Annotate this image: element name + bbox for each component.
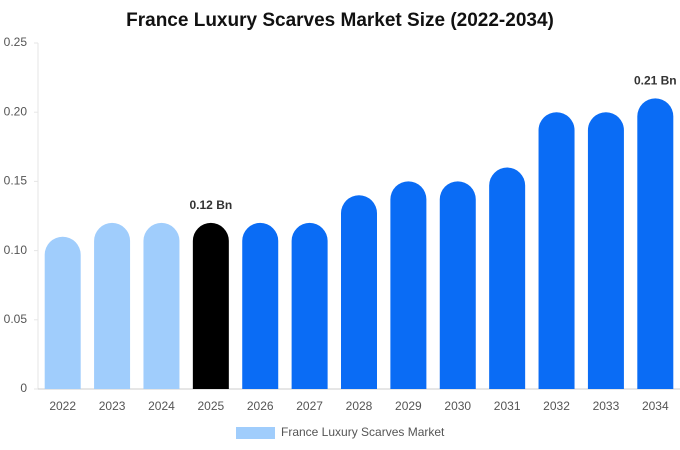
x-tick-label: 2023 [99, 399, 126, 413]
bar [587, 112, 624, 389]
x-tick-label: 2033 [593, 399, 620, 413]
x-tick-label: 2024 [148, 399, 175, 413]
chart-title: France Luxury Scarves Market Size (2022-… [126, 10, 554, 31]
bar [242, 222, 279, 389]
y-tick-label: 0 [20, 381, 27, 395]
y-tick-label: 0.25 [4, 35, 28, 49]
bar [143, 222, 180, 389]
x-tick-label: 2034 [642, 399, 669, 413]
x-tick-label: 2032 [543, 399, 570, 413]
y-tick-label: 0.15 [4, 174, 28, 188]
x-tick-label: 2031 [494, 399, 521, 413]
x-tick-label: 2025 [197, 399, 224, 413]
y-tick-label: 0.20 [4, 104, 28, 118]
bar [94, 222, 131, 389]
bar [637, 98, 674, 390]
legend-label: France Luxury Scarves Market [281, 425, 445, 439]
bar [192, 222, 229, 389]
x-tick-label: 2027 [296, 399, 323, 413]
bar [390, 181, 427, 389]
bar [538, 112, 575, 389]
y-tick-label: 0.05 [4, 312, 28, 326]
x-tick-label: 2030 [444, 399, 471, 413]
data-label: 0.21 Bn [634, 74, 677, 88]
x-tick-label: 2028 [346, 399, 373, 413]
x-tick-label: 2022 [49, 399, 76, 413]
x-tick-label: 2029 [395, 399, 422, 413]
bar [489, 167, 526, 389]
y-tick-label: 0.10 [4, 243, 28, 257]
bar [44, 236, 81, 389]
data-label: 0.12 Bn [190, 198, 233, 212]
bar [341, 195, 377, 389]
bar [291, 222, 328, 389]
bar [439, 181, 476, 389]
x-tick-label: 2026 [247, 399, 274, 413]
legend-swatch [236, 427, 275, 439]
